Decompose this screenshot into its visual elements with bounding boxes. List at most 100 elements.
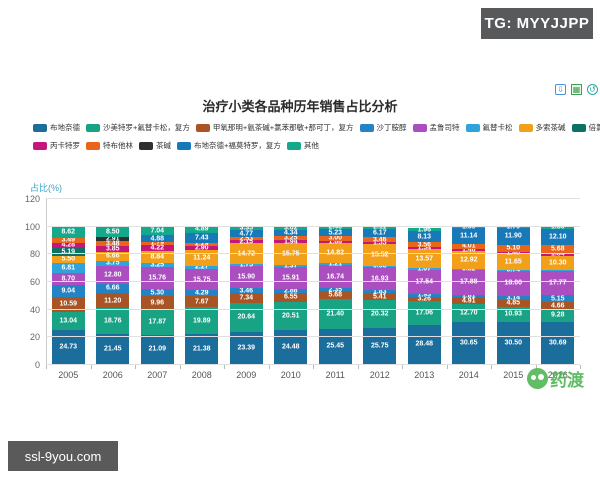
bar-segment[interactable]: 18.00 <box>496 270 530 296</box>
legend-item[interactable]: 布地奈德+福莫特罗，复方 <box>177 140 281 151</box>
bar-segment[interactable]: 0.95 <box>363 263 397 270</box>
bar-segment[interactable]: 7.67 <box>185 296 219 307</box>
bar-segment[interactable]: 4.91 <box>452 297 486 304</box>
bar-segment[interactable]: 3.56 <box>407 241 441 248</box>
bar-segment[interactable]: 0.82 <box>452 266 486 273</box>
bar-segment[interactable]: 5.30 <box>140 289 174 297</box>
bar-segment[interactable]: 5.23 <box>318 229 352 237</box>
bar-segment[interactable]: 1.79 <box>140 240 174 247</box>
bar-segment[interactable]: 1.81 <box>452 293 486 300</box>
bar-segment[interactable]: 12.70 <box>452 304 486 322</box>
bar-segment[interactable]: 11.14 <box>452 228 486 244</box>
bar-segment[interactable]: 4.77 <box>229 230 263 237</box>
bar-segment[interactable]: 21.09 <box>140 334 174 364</box>
bar-segment[interactable]: 3.46 <box>363 236 397 243</box>
bar-segment[interactable]: 3.85 <box>96 245 130 252</box>
bar-segment[interactable]: 3.14 <box>496 294 530 301</box>
legend-item[interactable]: 其他 <box>286 140 319 151</box>
bar-segment[interactable]: 8.84 <box>140 250 174 263</box>
save-image-icon[interactable]: ⇩ <box>555 84 566 95</box>
bar-segment[interactable]: 12.10 <box>541 228 575 246</box>
bar-segment[interactable]: 4.22 <box>140 244 174 251</box>
bar-segment[interactable]: 15.52 <box>363 244 397 266</box>
bar-segment[interactable]: 11.65 <box>496 253 530 270</box>
legend-item[interactable]: 布地奈德 <box>33 122 80 133</box>
bar-segment[interactable]: 1.75 <box>229 262 263 269</box>
bar-segment[interactable]: 4.85 <box>496 300 530 307</box>
bar-segment[interactable]: 5.41 <box>363 292 397 301</box>
bar-segment[interactable]: 11.24 <box>185 249 219 266</box>
bar-segment[interactable]: 3.75 <box>96 260 130 267</box>
legend-item[interactable]: 孟鲁司特 <box>412 122 460 133</box>
bar-segment[interactable]: 2.29 <box>185 241 219 248</box>
bar-segment[interactable]: 6.55 <box>274 292 308 302</box>
legend-item[interactable]: 多索茶碱 <box>518 122 566 133</box>
bar-segment[interactable]: 7.04 <box>140 225 174 236</box>
bar-segment[interactable]: 17.88 <box>452 270 486 295</box>
bar-segment[interactable]: 2.35 <box>318 286 352 293</box>
bar-segment[interactable]: 0.74 <box>496 267 530 274</box>
legend-item[interactable]: 特布他林 <box>86 140 133 151</box>
data-view-icon[interactable]: ▦ <box>571 84 582 95</box>
bar-segment[interactable]: 1.21 <box>318 261 352 268</box>
bar-segment[interactable]: 8.50 <box>96 225 130 238</box>
legend-item[interactable]: 氟替卡松 <box>465 122 513 133</box>
bar-segment[interactable]: 16.74 <box>318 264 352 289</box>
bar-segment[interactable]: 3.48 <box>96 240 130 247</box>
bar-segment[interactable]: 1.07 <box>407 265 441 272</box>
bar-segment[interactable]: 18.76 <box>96 308 130 335</box>
bar-segment[interactable]: 8.13 <box>407 231 441 243</box>
restore-icon[interactable]: ↺ <box>587 84 598 95</box>
bar-segment[interactable]: 4.29 <box>185 290 219 297</box>
bar-segment[interactable]: 15.75 <box>185 268 219 291</box>
bar-segment[interactable]: 19.89 <box>185 306 219 335</box>
legend-item[interactable]: 沙美特罗+氟替卡松，复方 <box>86 122 190 133</box>
bar-segment[interactable]: 3.25 <box>274 235 308 242</box>
bar-segment[interactable]: 13.04 <box>51 311 85 330</box>
bar-segment[interactable]: 25.45 <box>318 328 352 364</box>
bar-segment[interactable]: 9.28 <box>541 308 575 322</box>
bar-segment[interactable]: 3.25 <box>140 261 174 268</box>
bar-segment[interactable]: 3.49 <box>51 237 85 244</box>
bar-segment[interactable]: 6.17 <box>363 228 397 238</box>
bar-segment[interactable]: 3.00 <box>318 235 352 242</box>
bar-segment[interactable]: 6.81 <box>51 263 85 273</box>
legend-item[interactable]: 茶碱 <box>139 140 171 151</box>
bar-segment[interactable]: 30.50 <box>496 321 530 364</box>
bar-segment[interactable]: 8.62 <box>51 225 85 238</box>
bar-segment[interactable]: 5.15 <box>541 295 575 303</box>
bar-segment[interactable]: 11.90 <box>496 228 530 245</box>
bar-segment[interactable]: 7.34 <box>229 292 263 304</box>
bar-segment[interactable]: 4.28 <box>51 242 85 249</box>
bar-segment[interactable]: 30.65 <box>452 321 486 364</box>
bar-segment[interactable]: 20.64 <box>229 303 263 332</box>
bar-segment[interactable]: 24.48 <box>274 330 308 364</box>
bar-segment[interactable]: 1.94 <box>274 238 308 245</box>
bar-segment[interactable]: 1.55 <box>363 240 397 247</box>
bar-segment[interactable]: 5.10 <box>496 244 530 252</box>
bar-segment[interactable]: 4.34 <box>274 229 308 236</box>
bar-segment[interactable]: 4.89 <box>185 226 219 233</box>
bar-segment[interactable]: 5.68 <box>318 291 352 300</box>
bar-segment[interactable]: 5.19 <box>51 248 85 256</box>
bar-segment[interactable]: 5.50 <box>51 255 85 264</box>
bar-segment[interactable]: 17.87 <box>140 310 174 335</box>
bar-segment[interactable]: 17.06 <box>407 301 441 325</box>
bar-segment[interactable]: 21.40 <box>318 299 352 329</box>
legend-item[interactable]: 丙卡特罗 <box>33 140 80 151</box>
bar-segment[interactable]: 1.54 <box>407 245 441 252</box>
legend-item[interactable]: 沙丁胺醇 <box>359 122 407 133</box>
bar-segment[interactable]: 2.88 <box>274 287 308 294</box>
bar-segment[interactable]: 4.01 <box>452 243 486 250</box>
bar-segment[interactable]: 15.76 <box>140 267 174 290</box>
bar-segment[interactable]: 10.30 <box>541 255 575 270</box>
bar-segment[interactable]: 2.91 <box>96 236 130 243</box>
legend-item[interactable]: 甲氧那明+氨茶碱+氯苯那敏+那可丁，复方 <box>195 122 354 133</box>
bar-segment[interactable]: 1.93 <box>407 292 441 299</box>
bar-segment[interactable]: 24.73 <box>51 329 85 364</box>
bar-segment[interactable]: 2.53 <box>229 235 263 242</box>
bar-segment[interactable]: 1.66 <box>318 238 352 245</box>
bar-segment[interactable]: 8.70 <box>51 272 85 285</box>
bar-segment[interactable]: 3.26 <box>407 295 441 302</box>
bar-segment[interactable]: 7.43 <box>185 232 219 243</box>
